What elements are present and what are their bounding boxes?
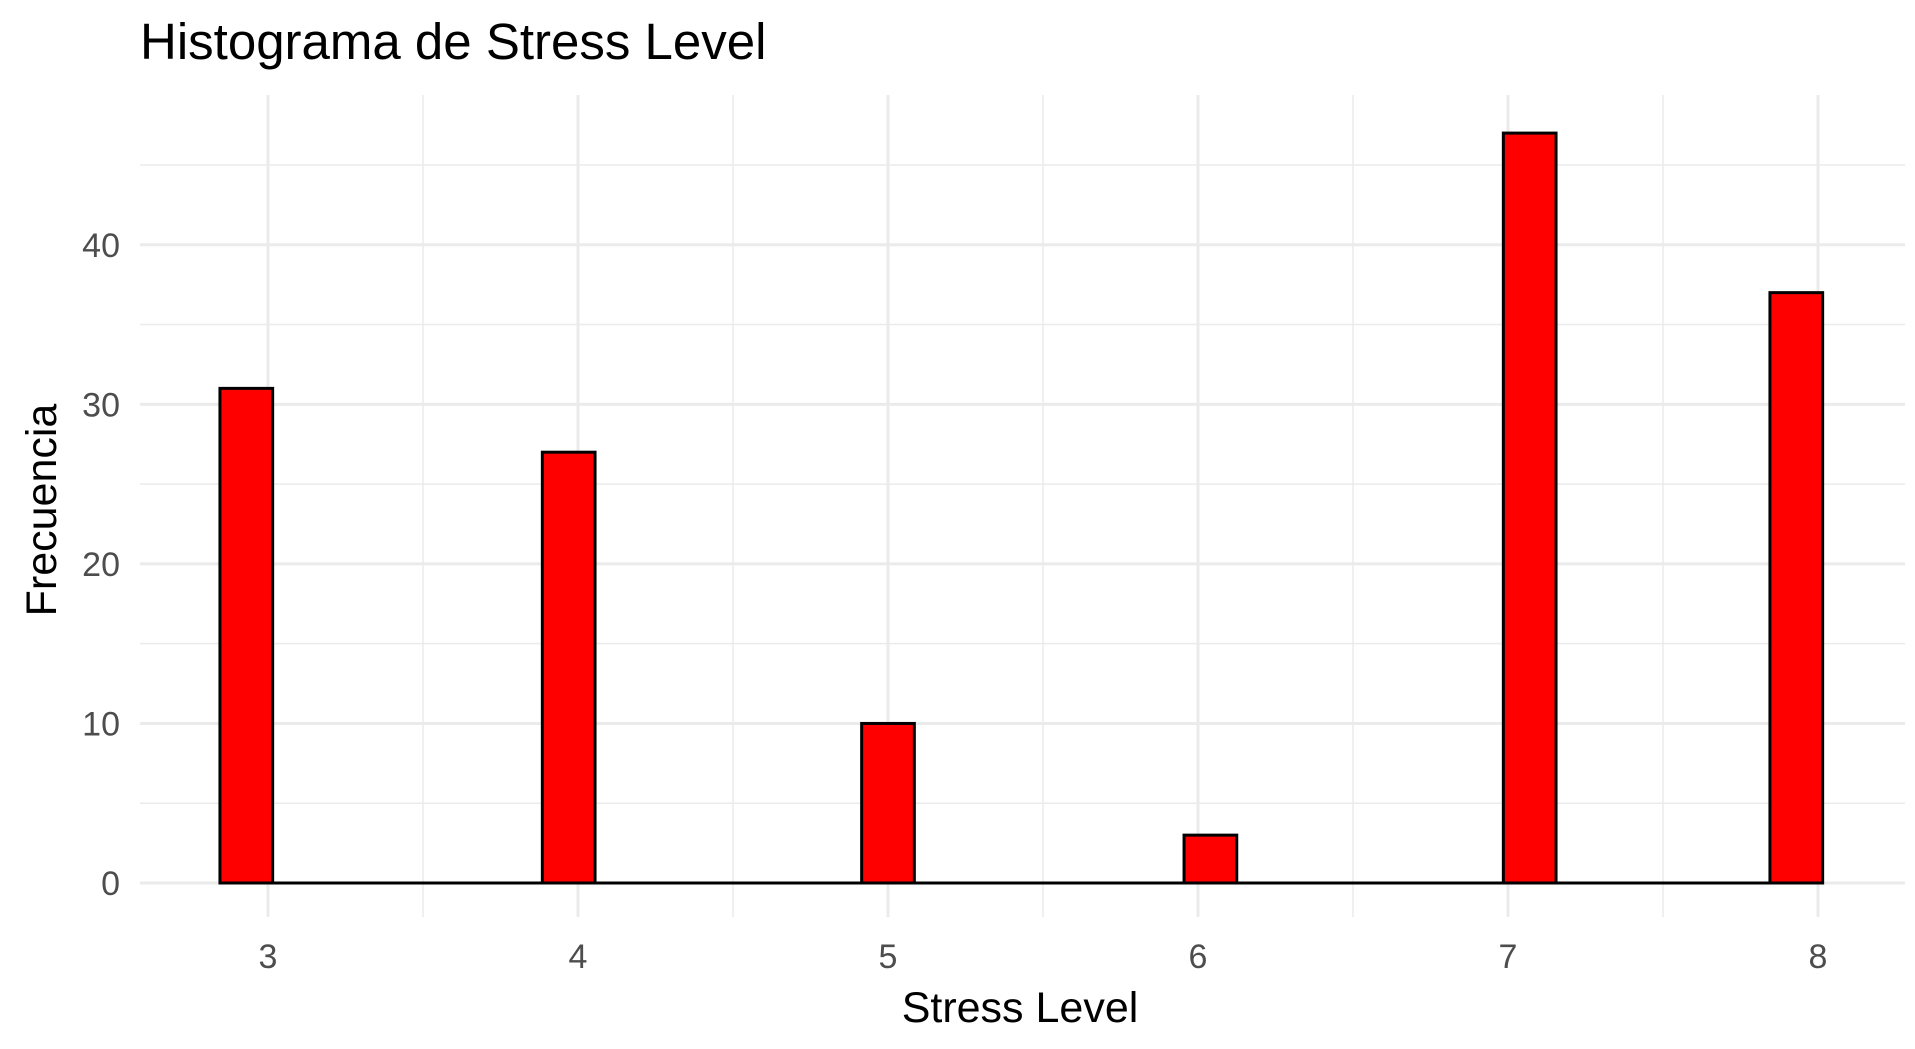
histogram-bars: [218, 131, 1825, 885]
x-tick-label: 3: [259, 938, 278, 976]
histogram-bar: [540, 450, 597, 885]
histogram-bar: [1182, 833, 1239, 885]
y-tick-label: 30: [82, 386, 120, 424]
x-tick-label: 7: [1499, 938, 1518, 976]
x-tick-label: 4: [569, 938, 588, 976]
y-tick-label: 0: [101, 865, 120, 903]
x-tick-label: 8: [1809, 938, 1828, 976]
y-tick-label: 10: [82, 705, 120, 743]
x-tick-labels: 3 4 5 6 7 8: [259, 938, 1828, 976]
histogram-bar: [860, 721, 916, 885]
x-tick-label: 5: [879, 938, 898, 976]
y-tick-label: 20: [82, 546, 120, 584]
histogram-bar: [1768, 291, 1825, 885]
x-tick-label: 6: [1189, 938, 1208, 976]
y-tick-label: 40: [82, 227, 120, 265]
y-tick-labels: 0 10 20 30 40: [82, 227, 120, 903]
y-axis-title: Frecuencia: [18, 404, 66, 617]
histogram-bar: [218, 386, 275, 885]
chart-title: Histograma de Stress Level: [140, 13, 767, 70]
x-axis-title: Stress Level: [902, 984, 1139, 1032]
histogram-bar: [1501, 131, 1558, 885]
grid-lines: [140, 95, 1905, 917]
